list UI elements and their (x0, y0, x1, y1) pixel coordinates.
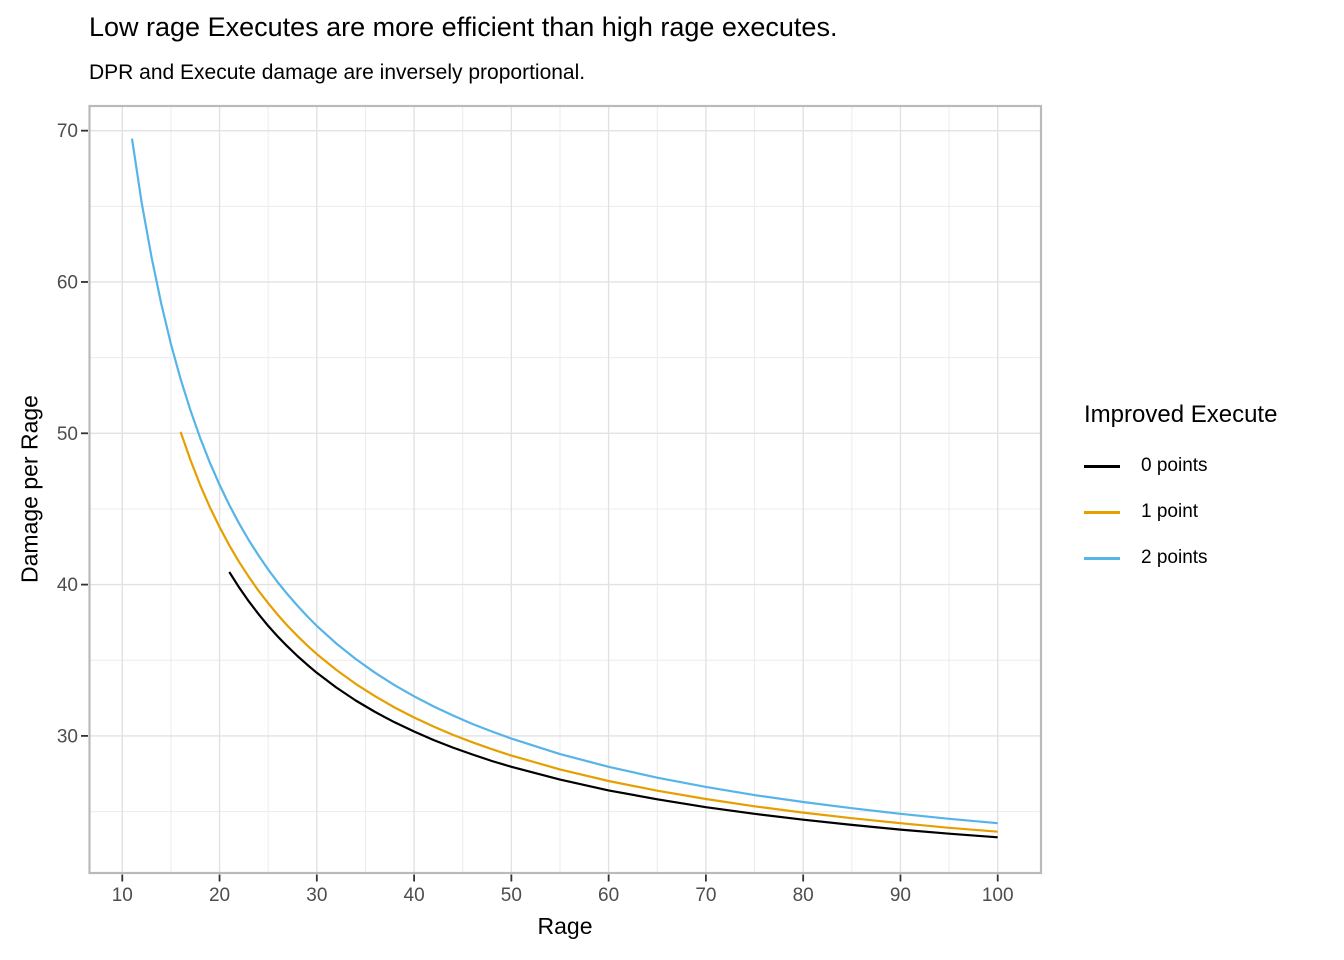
series-line-1-point (179, 431, 998, 833)
y-tick-label: 50 (57, 424, 78, 445)
x-tick-label: 40 (404, 885, 425, 906)
y-axis-title: Damage per Rage (16, 395, 43, 583)
legend-items: 0 points 1 point 2 points (1084, 443, 1277, 581)
y-tick-label: 30 (57, 726, 78, 747)
x-tick-label: 60 (598, 885, 619, 906)
legend-key-line (1084, 464, 1120, 468)
legend-item: 0 points (1084, 443, 1277, 489)
legend-item-label: 1 point (1141, 501, 1199, 522)
legend: Improved Execute 0 points 1 point 2 points (1084, 400, 1277, 581)
x-axis-title: Rage (537, 913, 593, 939)
legend-key-line (1084, 510, 1120, 514)
x-tick-label: 100 (982, 885, 1014, 906)
legend-item-label: 0 points (1141, 455, 1208, 476)
legend-item: 1 point (1084, 489, 1277, 535)
x-tick-label: 50 (501, 885, 522, 906)
x-tick-label: 80 (793, 885, 814, 906)
panel-border (88, 104, 1043, 875)
x-tick-label: 20 (209, 885, 230, 906)
legend-item: 2 points (1084, 535, 1277, 581)
x-tick-label: 70 (695, 885, 716, 906)
x-tick-label: 30 (306, 885, 327, 906)
legend-key-line (1084, 556, 1120, 560)
y-tick-label: 70 (57, 121, 78, 142)
chart-title: Low rage Executes are more efficient tha… (89, 12, 838, 42)
x-tick-label: 10 (112, 885, 133, 906)
y-tick-label: 40 (57, 575, 78, 596)
y-tick-label: 60 (57, 272, 78, 293)
chart-subtitle: DPR and Execute damage are inversely pro… (89, 61, 586, 84)
series-line-0-points (228, 571, 998, 839)
series-line-2-points (130, 138, 998, 825)
x-tick-label: 90 (890, 885, 911, 906)
legend-title: Improved Execute (1084, 401, 1278, 428)
legend-item-label: 2 points (1141, 547, 1208, 568)
